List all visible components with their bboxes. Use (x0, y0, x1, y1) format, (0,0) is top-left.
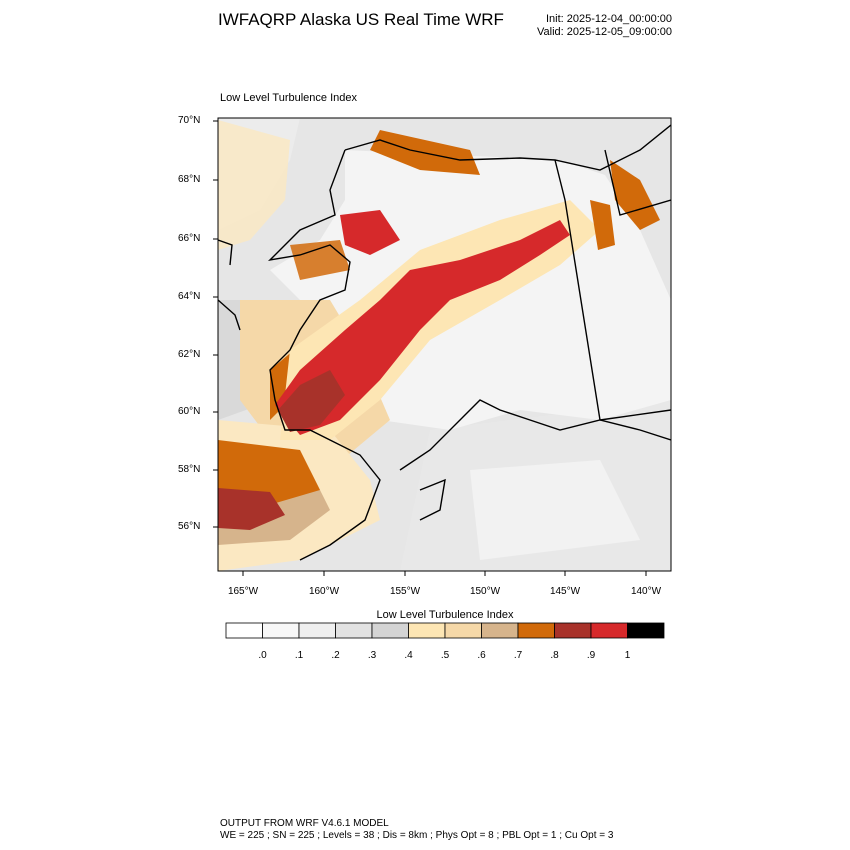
footer-settings: WE = 225 ; SN = 225 ; Levels = 38 ; Dis … (220, 830, 614, 841)
north-coastline (344, 124, 671, 171)
field-darkred-south (218, 488, 285, 530)
colorbar-box (408, 622, 446, 639)
colorbar-box (335, 622, 373, 639)
colorbar-tick-label: .2 (331, 650, 340, 661)
islands-coast (218, 299, 241, 331)
kodiak-coast (419, 478, 446, 521)
lat-label-66: 66°N (178, 233, 201, 244)
lat-label-62: 62°N (178, 349, 201, 360)
valid-time: Valid: 2025-12-05_09:00:00 (537, 26, 672, 38)
field-gulf-light (470, 460, 640, 560)
colorbar-tick-label: .5 (440, 650, 450, 661)
field-red-band (275, 220, 570, 435)
axis-ticks (213, 120, 647, 576)
run-times: Init: 2025-12-04_00:00:00 Valid: 2025-12… (537, 13, 672, 39)
colorbar-tick-label: .7 (513, 650, 523, 661)
colorbar-tick-label: .1 (294, 650, 304, 661)
map-frame (217, 117, 672, 572)
turbulence-field (218, 118, 671, 571)
colorbar-box (371, 622, 409, 639)
colorbar-box (554, 622, 592, 639)
map-title: Low Level Turbulence Index (220, 92, 357, 104)
lon-label-150: 150°W (469, 586, 501, 597)
southeast-border (599, 409, 671, 421)
field-darkred-core (278, 370, 345, 432)
lon-label-155: 155°W (389, 586, 421, 597)
colorbar-tick-label: .3 (367, 650, 377, 661)
colorbar-box (262, 622, 300, 639)
west-coastline (267, 149, 381, 561)
lon-label-140: 140°W (630, 586, 662, 597)
field-orange-northeast (610, 160, 660, 230)
colorbar-tick-label: .8 (550, 650, 559, 661)
lon-label-165: 165°W (227, 586, 259, 597)
coastlines (218, 124, 671, 561)
footer-model: OUTPUT FROM WRF V4.6.1 MODEL (220, 818, 389, 829)
page-title: IWFAQRP Alaska US Real Time WRF (218, 10, 504, 29)
lat-label-58: 58°N (178, 464, 201, 475)
colorbar-box (444, 622, 482, 639)
colorbar-box (298, 622, 336, 639)
lon-label-160: 160°W (308, 586, 340, 597)
lat-label-56: 56°N (178, 521, 201, 532)
colorbar-box (627, 622, 665, 639)
south-coastline (399, 399, 671, 471)
colorbar-tick-label: .9 (586, 650, 596, 661)
colorbar (225, 622, 665, 639)
field-beige-nw (218, 120, 290, 250)
lat-label-60: 60°N (178, 406, 201, 417)
field-orange-east (590, 200, 615, 250)
colorbar-tick-label: 1 (624, 650, 631, 661)
lat-label-64: 64°N (178, 291, 201, 302)
lat-label-68: 68°N (178, 174, 201, 185)
bering-coast (218, 239, 233, 266)
mackenzie-coast (604, 149, 671, 216)
colorbar-tick-label: .0 (258, 650, 267, 661)
colorbar-box (481, 622, 519, 639)
colorbar-tick-label: .4 (404, 650, 413, 661)
colorbar-box (517, 622, 555, 639)
lat-label-70: 70°N (178, 115, 201, 126)
colorbar-box (590, 622, 628, 639)
init-time: Init: 2025-12-04_00:00:00 (546, 13, 672, 25)
colorbar-tick-label: .6 (477, 650, 486, 661)
colorbar-box (225, 622, 263, 639)
lon-label-145: 145°W (549, 586, 581, 597)
field-red-north (340, 210, 400, 255)
canada-border (554, 159, 601, 421)
colorbar-title: Low Level Turbulence Index (376, 609, 514, 621)
